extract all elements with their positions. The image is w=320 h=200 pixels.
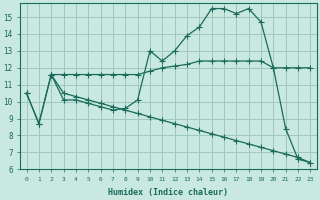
X-axis label: Humidex (Indice chaleur): Humidex (Indice chaleur): [108, 188, 228, 197]
